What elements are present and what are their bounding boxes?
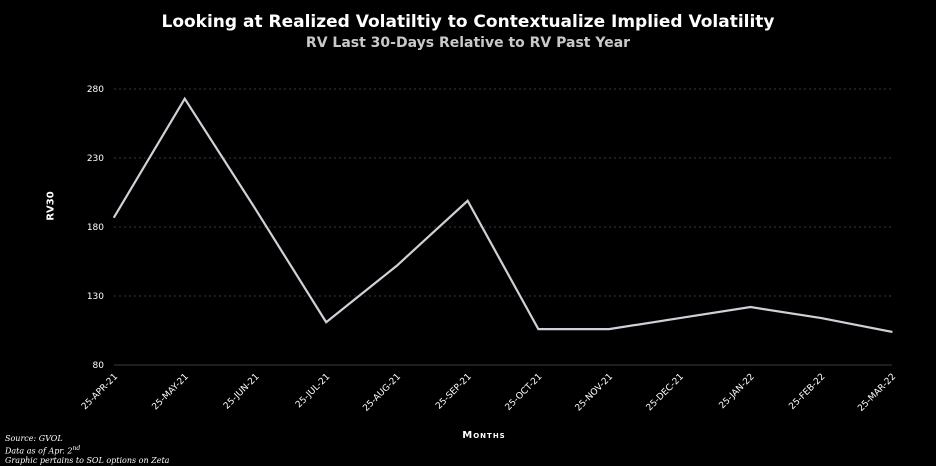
x-tick-label: 25-DEC-21	[645, 372, 686, 413]
data-point	[820, 317, 823, 319]
x-tick-label: 25-APR-21	[80, 372, 120, 412]
series-line	[113, 96, 893, 333]
source-note: Source: GVOL	[5, 434, 63, 443]
x-tick-label: 25-JAN-22	[718, 372, 757, 411]
chart-title: Looking at Realized Volatiltiy to Contex…	[161, 12, 775, 32]
data-point	[183, 97, 186, 100]
x-tick-label: 25-OCT-21	[504, 372, 545, 413]
y-tick-label: 130	[87, 292, 104, 302]
x-tick-label: 25-FEB-22	[787, 372, 827, 412]
footer-notes: Source: GVOL Data as of Apr. 2nd Graphic…	[5, 434, 169, 465]
data-point	[537, 328, 540, 330]
scope-note: Graphic pertains to SOL options on Zeta	[5, 455, 170, 465]
chart-subtitle: RV Last 30-Days Relative to RV Past Year	[305, 35, 631, 51]
data-point	[113, 216, 115, 219]
y-tick-label: 230	[87, 154, 104, 164]
data-point	[608, 328, 610, 330]
y-tick-label: 80	[93, 361, 105, 371]
y-axis-label: RV30	[45, 191, 57, 221]
data-point	[749, 306, 752, 308]
data-point	[396, 264, 398, 267]
x-tick-label: 25-MAR-22	[856, 372, 898, 414]
y-tick-label: 280	[87, 85, 104, 95]
data-date-text: Data as of Apr. 2	[5, 446, 73, 456]
x-tick-label: 25-NOV-21	[574, 372, 615, 413]
data-point	[891, 331, 893, 333]
data-point	[254, 208, 257, 210]
x-tick-label: 25-SEP-21	[434, 372, 474, 412]
data-point	[325, 321, 327, 324]
x-tick-label: 25-JUN-21	[222, 372, 262, 412]
x-tick-label: 25-AUG-21	[361, 372, 403, 414]
data-date-note: Data as of Apr. 2nd	[5, 444, 169, 456]
x-tick-label: 25-MAY-21	[150, 372, 190, 412]
data-point	[466, 199, 469, 202]
y-tick-label: 180	[87, 223, 104, 233]
data-point	[679, 317, 681, 319]
x-axis-label: Months	[462, 430, 506, 441]
x-tick-label: 25-JUL-21	[294, 372, 332, 410]
data-date-suffix: nd	[72, 444, 81, 452]
